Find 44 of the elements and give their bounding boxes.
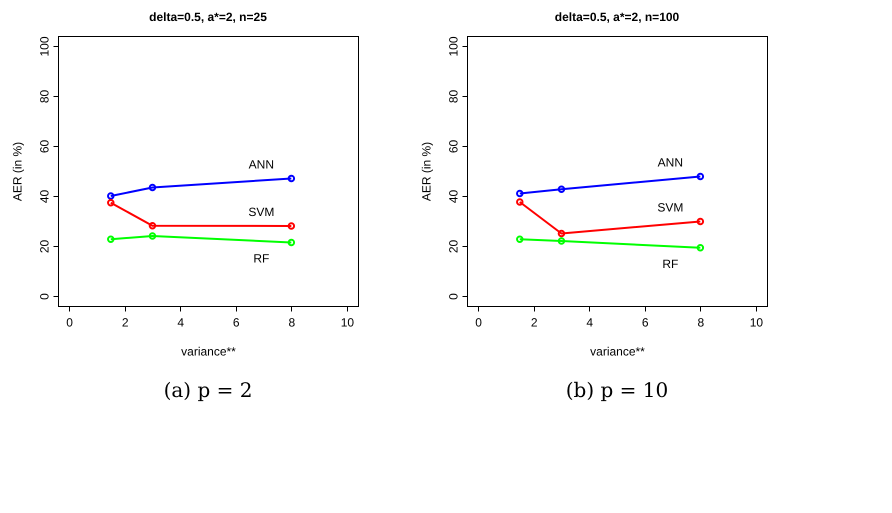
chart-title: delta=0.5, a*=2, n=100: [554, 10, 680, 24]
x-tick-label: 8: [288, 316, 296, 330]
x-tick-label: 2: [530, 316, 538, 330]
point: [558, 237, 566, 245]
text: (a) p = 2: [164, 378, 252, 402]
series-label: ANN: [248, 158, 274, 172]
y-tick-label: 60: [38, 140, 52, 154]
point: [148, 222, 156, 230]
y-tick-label: 0: [446, 292, 460, 300]
y-tick-label: 40: [446, 190, 460, 204]
x-tick-label: 10: [750, 316, 764, 330]
series-label: RF: [662, 256, 678, 271]
x-tick-label: 4: [586, 316, 594, 330]
point: [148, 232, 156, 240]
y-tick-label: 80: [446, 90, 460, 104]
y-tick-label: 40: [38, 190, 52, 204]
point: [558, 186, 566, 193]
x-axis-title: variance**: [181, 344, 236, 358]
x-tick-label: 0: [475, 316, 482, 330]
y-tick-label: 20: [446, 240, 460, 254]
y-axis-title: AER (in %): [420, 142, 434, 202]
text: (b) p = 10: [566, 378, 668, 402]
chart-title: delta=0.5, a*=2, n=25: [149, 10, 268, 24]
y-tick-label: 100: [38, 36, 52, 57]
point: [558, 230, 566, 238]
series-label: SVM: [657, 200, 684, 214]
y-tick-label: 100: [446, 36, 460, 57]
x-tick-label: 6: [642, 316, 649, 330]
y-tick-label: 60: [446, 140, 460, 154]
y-tick-label: 20: [38, 240, 52, 254]
y-tick-label: 80: [38, 90, 52, 104]
series-label: ANN: [658, 156, 684, 170]
x-tick-label: 2: [122, 316, 129, 330]
x-tick-label: 6: [232, 316, 240, 330]
series-label: RF: [253, 252, 270, 266]
point: [148, 184, 156, 192]
x-tick-label: 10: [340, 316, 354, 330]
series-label: SVM: [248, 205, 274, 219]
x-tick-label: 4: [177, 316, 184, 330]
y-tick-label: 0: [38, 292, 52, 300]
y-axis-title: AER (in %): [10, 142, 24, 202]
x-axis-title: variance**: [590, 344, 646, 358]
x-tick-label: 8: [697, 316, 704, 330]
x-tick-label: 0: [66, 316, 74, 330]
